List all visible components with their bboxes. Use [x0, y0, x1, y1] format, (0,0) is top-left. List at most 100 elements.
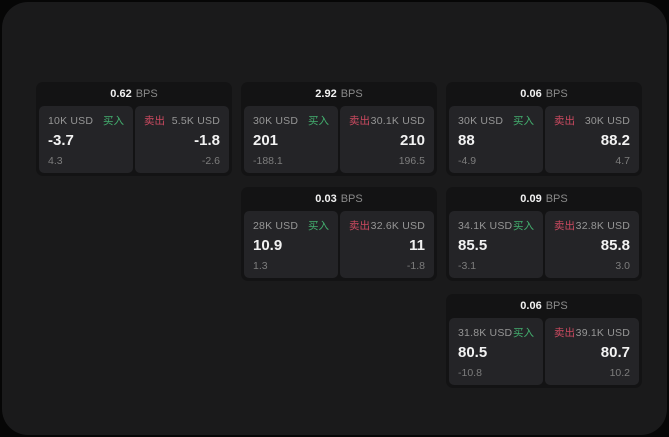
sell-label: 卖出	[554, 220, 575, 232]
buy-price: 201	[253, 132, 279, 150]
card-header: 0.03 BPS	[241, 187, 437, 211]
buy-sub-value: 4.3	[48, 155, 63, 167]
sell-sub-value: -1.8	[406, 260, 425, 272]
buy-amount: 30K USD	[458, 114, 504, 127]
card-body: 34.1K USD 买入 85.5 -3.1 卖出 32.8K USD 85.8…	[446, 211, 642, 281]
buy-sub-value: -3.1	[458, 260, 477, 272]
spread-card-6[interactable]: 0.06 BPS 31.8K USD 买入 80.5 -10.8 卖出 39.1…	[446, 294, 642, 388]
spread-card-2[interactable]: 2.92 BPS 30K USD 买入 201 -188.1 卖出 30.1K …	[241, 82, 437, 176]
sell-amount: 32.8K USD	[575, 219, 630, 232]
sell-sub-value: 10.2	[609, 367, 630, 379]
sell-sub-value: 3.0	[615, 260, 630, 272]
card-body: 28K USD 买入 10.9 1.3 卖出 32.6K USD 11 -1.8	[241, 211, 437, 281]
buy-amount: 30K USD	[253, 114, 299, 127]
buy-pane-top: 28K USD 买入	[253, 218, 329, 233]
buy-price: 88	[458, 132, 475, 150]
buy-pane-top: 31.8K USD 买入	[458, 325, 534, 340]
card-header: 0.06 BPS	[446, 294, 642, 318]
buy-label: 买入	[513, 220, 534, 232]
sell-pane[interactable]: 卖出 39.1K USD 80.7 10.2	[545, 318, 639, 385]
bps-unit-label: BPS	[545, 300, 568, 312]
sell-label: 卖出	[554, 115, 575, 127]
sell-price: 80.7	[600, 344, 630, 362]
bps-value: 0.09	[520, 193, 542, 205]
bps-value: 0.06	[520, 300, 542, 312]
buy-pane[interactable]: 28K USD 买入 10.9 1.3	[244, 211, 338, 278]
buy-pane-top: 34.1K USD 买入	[458, 218, 534, 233]
card-header: 0.06 BPS	[446, 82, 642, 106]
sell-price: 11	[409, 237, 425, 255]
sell-pane-top: 卖出 39.1K USD	[554, 325, 630, 340]
sell-pane-top: 卖出 30.1K USD	[349, 113, 425, 128]
bps-value: 0.62	[110, 88, 132, 100]
card-header: 0.09 BPS	[446, 187, 642, 211]
sell-pane[interactable]: 卖出 30K USD 88.2 4.7	[545, 106, 639, 173]
sell-label: 卖出	[349, 220, 370, 232]
sell-pane[interactable]: 卖出 32.8K USD 85.8 3.0	[545, 211, 639, 278]
sell-pane-top: 卖出 32.8K USD	[554, 218, 630, 233]
card-header: 0.62 BPS	[36, 82, 232, 106]
sell-pane[interactable]: 卖出 30.1K USD 210 196.5	[340, 106, 434, 173]
buy-price: 80.5	[458, 344, 488, 362]
buy-sub-value: -10.8	[458, 367, 482, 379]
sell-label: 卖出	[349, 115, 370, 127]
buy-pane[interactable]: 34.1K USD 买入 85.5 -3.1	[449, 211, 543, 278]
sell-price: 85.8	[600, 237, 630, 255]
sell-sub-value: 196.5	[398, 155, 425, 167]
sell-sub-value: 4.7	[615, 155, 630, 167]
buy-label: 买入	[308, 115, 329, 127]
buy-sub-value: 1.3	[253, 260, 268, 272]
buy-pane[interactable]: 10K USD 买入 -3.7 4.3	[39, 106, 133, 173]
bps-unit-label: BPS	[340, 193, 363, 205]
spread-card-1[interactable]: 0.62 BPS 10K USD 买入 -3.7 4.3 卖出 5.5K USD…	[36, 82, 232, 176]
spread-card-5[interactable]: 0.09 BPS 34.1K USD 买入 85.5 -3.1 卖出 32.8K…	[446, 187, 642, 281]
sell-price: 210	[399, 132, 425, 150]
buy-price: 10.9	[253, 237, 283, 255]
buy-amount: 34.1K USD	[458, 219, 513, 232]
buy-sub-value: -188.1	[253, 155, 283, 167]
spread-card-3[interactable]: 0.06 BPS 30K USD 买入 88 -4.9 卖出 30K USD 8…	[446, 82, 642, 176]
buy-price: -3.7	[48, 132, 74, 150]
buy-label: 买入	[513, 327, 534, 339]
buy-pane-top: 30K USD 买入	[458, 113, 534, 128]
buy-amount: 31.8K USD	[458, 326, 513, 339]
sell-price: 88.2	[600, 132, 630, 150]
buy-amount: 10K USD	[48, 114, 94, 127]
buy-label: 买入	[103, 115, 124, 127]
buy-sub-value: -4.9	[458, 155, 477, 167]
buy-pane[interactable]: 31.8K USD 买入 80.5 -10.8	[449, 318, 543, 385]
card-body: 10K USD 买入 -3.7 4.3 卖出 5.5K USD -1.8 -2.…	[36, 106, 232, 176]
sell-pane-top: 卖出 30K USD	[554, 113, 630, 128]
buy-pane-top: 30K USD 买入	[253, 113, 329, 128]
sell-pane-top: 卖出 5.5K USD	[144, 113, 220, 128]
sell-pane-top: 卖出 32.6K USD	[349, 218, 425, 233]
sell-sub-value: -2.6	[201, 155, 220, 167]
sell-amount: 5.5K USD	[171, 114, 220, 127]
sell-amount: 39.1K USD	[575, 326, 630, 339]
sell-pane[interactable]: 卖出 5.5K USD -1.8 -2.6	[135, 106, 229, 173]
sell-pane[interactable]: 卖出 32.6K USD 11 -1.8	[340, 211, 434, 278]
bps-unit-label: BPS	[340, 88, 363, 100]
buy-label: 买入	[513, 115, 534, 127]
card-body: 30K USD 买入 201 -188.1 卖出 30.1K USD 210 1…	[241, 106, 437, 176]
sell-amount: 32.6K USD	[370, 219, 425, 232]
buy-pane-top: 10K USD 买入	[48, 113, 124, 128]
bps-value: 0.03	[315, 193, 337, 205]
sell-label: 卖出	[144, 115, 165, 127]
buy-label: 买入	[308, 220, 329, 232]
bps-unit-label: BPS	[135, 88, 158, 100]
bps-value: 2.92	[315, 88, 337, 100]
buy-price: 85.5	[458, 237, 488, 255]
buy-pane[interactable]: 30K USD 买入 201 -188.1	[244, 106, 338, 173]
card-body: 30K USD 买入 88 -4.9 卖出 30K USD 88.2 4.7	[446, 106, 642, 176]
bps-value: 0.06	[520, 88, 542, 100]
spread-card-4[interactable]: 0.03 BPS 28K USD 买入 10.9 1.3 卖出 32.6K US…	[241, 187, 437, 281]
card-body: 31.8K USD 买入 80.5 -10.8 卖出 39.1K USD 80.…	[446, 318, 642, 388]
sell-label: 卖出	[554, 327, 575, 339]
bps-unit-label: BPS	[545, 88, 568, 100]
buy-pane[interactable]: 30K USD 买入 88 -4.9	[449, 106, 543, 173]
sell-price: -1.8	[194, 132, 220, 150]
card-header: 2.92 BPS	[241, 82, 437, 106]
bps-unit-label: BPS	[545, 193, 568, 205]
